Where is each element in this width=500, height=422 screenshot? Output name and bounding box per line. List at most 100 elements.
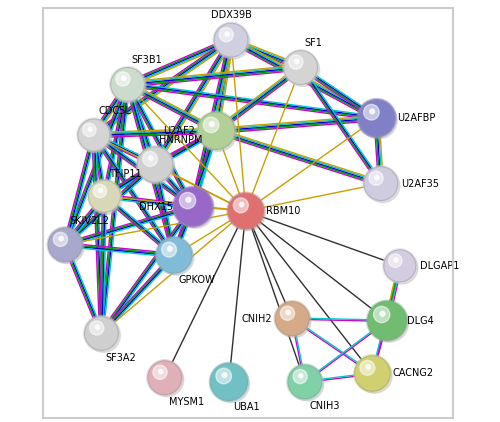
Circle shape [203,117,219,133]
Circle shape [96,325,100,330]
Circle shape [140,149,175,184]
Circle shape [240,203,244,207]
Circle shape [176,189,214,228]
Circle shape [156,238,192,273]
Text: CNIH3: CNIH3 [309,401,340,411]
Circle shape [354,356,390,391]
Circle shape [210,363,248,400]
Circle shape [380,311,385,316]
Circle shape [388,254,402,268]
Circle shape [364,167,398,200]
Circle shape [276,302,309,335]
Circle shape [150,363,184,397]
Text: DHX15: DHX15 [139,202,173,212]
Circle shape [360,360,375,375]
Circle shape [138,147,173,182]
Circle shape [48,228,82,262]
Text: U2AF2: U2AF2 [164,126,195,136]
Text: HNRNPM: HNRNPM [160,135,203,145]
Text: SF1: SF1 [305,38,322,48]
Circle shape [54,232,68,246]
Circle shape [374,175,379,180]
Circle shape [158,369,163,374]
Text: MYSM1: MYSM1 [169,397,204,407]
Circle shape [198,112,235,149]
Text: CDC5L: CDC5L [99,106,132,116]
Circle shape [369,171,383,185]
Text: SKIV2L2: SKIV2L2 [70,216,110,226]
Circle shape [286,310,290,315]
Circle shape [284,51,318,84]
Circle shape [168,247,172,251]
Circle shape [298,373,303,378]
Circle shape [394,258,398,262]
Text: SF3A2: SF3A2 [106,353,136,363]
Circle shape [286,53,320,87]
Text: CNIH2: CNIH2 [242,314,272,324]
Circle shape [289,55,303,69]
Circle shape [158,240,194,275]
Circle shape [278,304,311,338]
Circle shape [78,119,110,151]
Circle shape [210,122,214,127]
Circle shape [357,358,392,393]
Circle shape [366,169,400,203]
Circle shape [370,303,408,342]
Text: DLGAP1: DLGAP1 [420,261,460,271]
Circle shape [216,25,250,59]
Circle shape [228,193,264,229]
Circle shape [358,100,395,137]
Circle shape [59,236,64,241]
Text: SF3B1: SF3B1 [132,55,162,65]
Circle shape [162,242,176,257]
Circle shape [366,365,370,369]
Circle shape [122,76,126,81]
Circle shape [90,321,104,335]
Circle shape [290,367,324,401]
Circle shape [294,59,298,64]
Circle shape [384,250,416,282]
Circle shape [93,184,106,198]
Circle shape [174,187,212,226]
Circle shape [82,123,96,137]
Text: CACNG2: CACNG2 [392,368,434,379]
Circle shape [116,72,130,86]
Circle shape [80,121,112,153]
Circle shape [374,306,390,323]
Circle shape [148,156,153,160]
Circle shape [86,319,120,352]
Circle shape [280,306,294,320]
Circle shape [234,198,248,213]
Circle shape [84,316,118,350]
Circle shape [153,365,167,379]
Circle shape [142,151,158,166]
Circle shape [50,230,84,264]
Text: U2AFBP: U2AFBP [397,113,435,123]
Circle shape [90,182,122,214]
Circle shape [186,197,191,202]
Circle shape [364,104,379,120]
Circle shape [370,109,374,114]
Circle shape [88,127,92,131]
Text: UBA1: UBA1 [233,402,260,412]
Circle shape [368,301,406,340]
Circle shape [219,27,234,42]
Text: RBM10: RBM10 [266,206,300,216]
Text: GPKOW: GPKOW [178,275,215,285]
Circle shape [288,365,322,399]
Circle shape [148,361,182,395]
Circle shape [230,195,266,231]
Circle shape [88,180,120,212]
Circle shape [113,70,146,103]
Circle shape [214,23,248,57]
Circle shape [200,114,237,151]
Text: DLG4: DLG4 [408,316,434,326]
Circle shape [212,365,250,403]
Text: DDX39B: DDX39B [210,10,252,20]
Circle shape [180,192,196,209]
Circle shape [225,32,229,36]
Text: U2AF35: U2AF35 [401,179,439,189]
Circle shape [98,188,102,192]
Circle shape [360,102,398,139]
Circle shape [293,369,307,384]
